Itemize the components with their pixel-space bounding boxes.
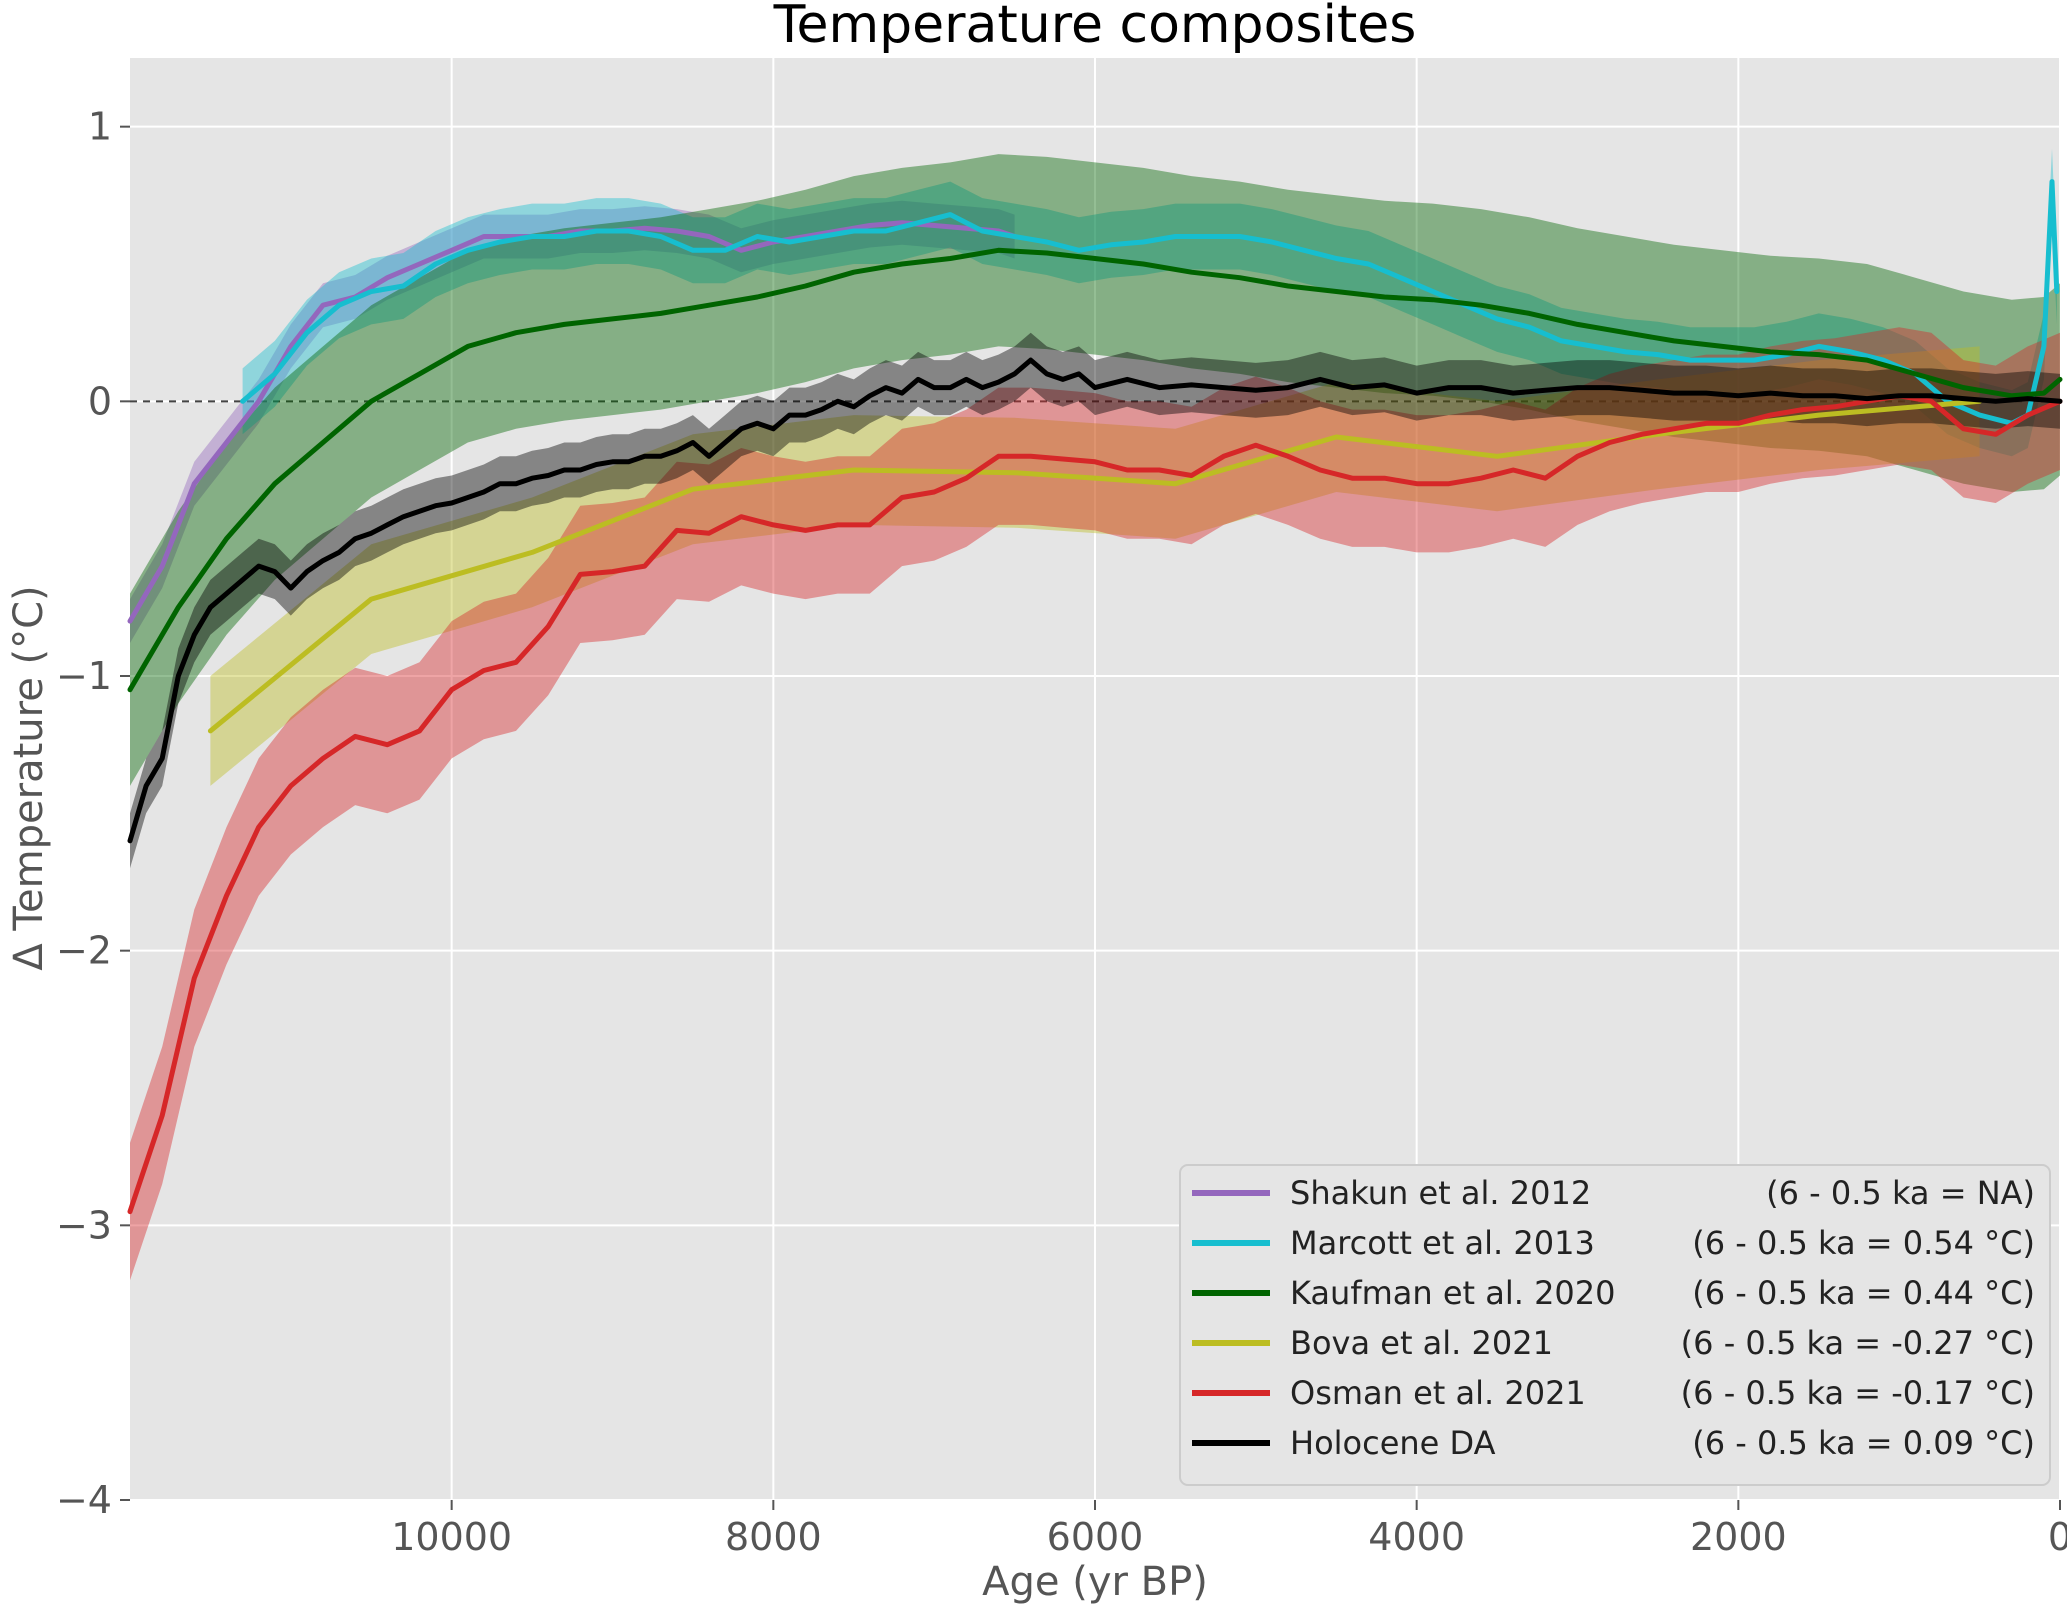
line-marcott-et-al-2013	[240, 179, 2060, 426]
y-tick-label: −1	[56, 654, 112, 698]
legend-stat: (6 - 0.5 ka = -0.27 °C)	[1681, 1324, 2035, 1362]
series-lines	[127, 179, 2063, 1215]
legend-stat: (6 - 0.5 ka = 0.09 °C)	[1692, 1424, 2035, 1462]
y-tick-label: −4	[56, 1478, 112, 1522]
legend-label: Shakun et al. 2012	[1290, 1174, 1591, 1212]
legend-label: Marcott et al. 2013	[1290, 1224, 1595, 1262]
x-axis-ticks: 10000 8000 6000 4000 2000 0	[391, 1500, 2067, 1559]
legend-box	[1179, 1164, 2051, 1486]
x-tick-label: 10000	[391, 1515, 512, 1559]
y-tick-label: 1	[88, 105, 112, 149]
y-axis-label: Δ Temperature (°C)	[6, 585, 52, 970]
legend-label: Osman et al. 2021	[1290, 1374, 1586, 1412]
x-tick-label: 6000	[1047, 1515, 1144, 1559]
y-tick-label: −2	[56, 929, 112, 973]
y-axis-ticks: −4 −3 −2 −1 0 1	[56, 105, 130, 1522]
legend: Shakun et al. 2012 (6 - 0.5 ka = NA) Marco…	[1179, 1164, 2051, 1486]
band-kaufman-et-al-2020	[130, 154, 2060, 786]
chart-title: Temperature composites	[773, 0, 1417, 55]
legend-stat: (6 - 0.5 ka = 0.54 °C)	[1692, 1224, 2035, 1262]
band-holocene-da	[130, 332, 2060, 869]
x-axis-label: Age (yr BP)	[982, 1559, 1208, 1605]
x-tick-label: 2000	[1690, 1515, 1787, 1559]
band-osman-et-al-2021	[130, 327, 2060, 1281]
legend-label: Holocene DA	[1290, 1424, 1496, 1462]
line-osman-et-al-2021	[127, 393, 2063, 1215]
x-tick-label: 8000	[725, 1515, 822, 1559]
legend-stat: (6 - 0.5 ka = 0.44 °C)	[1692, 1274, 2035, 1312]
y-tick-label: −3	[56, 1203, 112, 1247]
legend-stat: (6 - 0.5 ka = -0.17 °C)	[1681, 1374, 2035, 1412]
x-tick-label: 4000	[1368, 1515, 1465, 1559]
band-marcott-et-al-2013	[242, 148, 2057, 457]
line-holocene-da	[127, 357, 2063, 844]
legend-label: Bova et al. 2021	[1290, 1324, 1553, 1362]
legend-stat: (6 - 0.5 ka = NA)	[1766, 1174, 2035, 1212]
line-kaufman-et-al-2020	[127, 247, 2063, 693]
legend-label: Kaufman et al. 2020	[1290, 1274, 1616, 1312]
line-bova-et-al-2021	[207, 398, 1983, 734]
x-tick-label: 0	[2048, 1515, 2067, 1559]
y-tick-label: 0	[88, 379, 112, 423]
band-shakun-et-al-2012	[130, 200, 1015, 644]
